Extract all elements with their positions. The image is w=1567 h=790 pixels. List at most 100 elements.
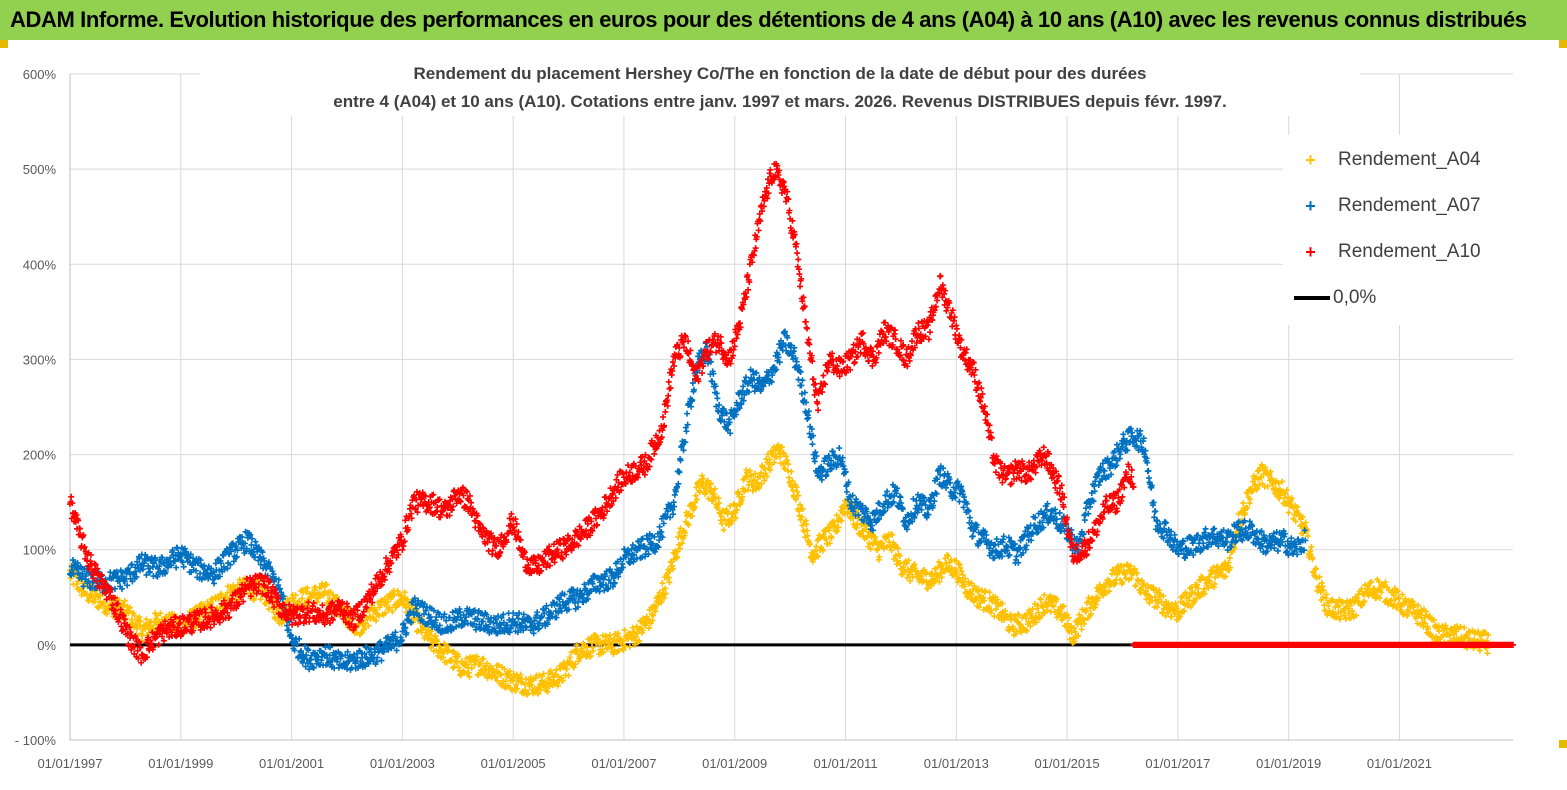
data-point [1075, 632, 1082, 639]
x-axis-ticks: 01/01/1997 01/01/1999 01/01/2001 01/01/2003… [37, 756, 1432, 771]
data-point [1283, 487, 1290, 493]
data-point [570, 664, 577, 671]
title-banner: ADAM Informe. Evolution historique des p… [0, 0, 1567, 40]
data-point [451, 663, 458, 670]
data-point [446, 647, 453, 654]
data-point [136, 555, 143, 562]
data-point [1411, 601, 1418, 608]
data-point [888, 547, 895, 554]
data-point [1186, 593, 1193, 600]
data-point [609, 638, 616, 645]
data-point [988, 607, 995, 614]
data-point [1168, 613, 1175, 620]
data-point [382, 610, 389, 617]
data-point [676, 545, 683, 552]
scatter-chart: 600%500%400%300%200%100%0%- 100% 01/01/1… [15, 67, 1516, 771]
data-point [1181, 608, 1188, 615]
data-point [969, 591, 976, 598]
data-point [1127, 563, 1134, 570]
data-point [935, 559, 942, 566]
data-point [659, 580, 666, 587]
data-point [650, 612, 657, 619]
data-point [373, 617, 380, 624]
data-point [520, 611, 527, 618]
data-point [1064, 620, 1071, 627]
data-point [1015, 611, 1022, 618]
data-point [551, 672, 558, 679]
data-point [689, 513, 696, 520]
data-point [766, 456, 773, 463]
data-point [160, 560, 167, 567]
data-point [945, 552, 952, 559]
data-point [169, 547, 176, 554]
data-point [606, 640, 613, 647]
data-point [1027, 623, 1034, 630]
data-point [81, 543, 88, 550]
data-point [742, 374, 749, 381]
data-point [890, 555, 897, 562]
data-point [750, 476, 757, 483]
data-point [767, 467, 774, 474]
data-point [863, 523, 870, 530]
data-point [798, 513, 805, 520]
data-point [819, 547, 826, 554]
data-point [1249, 487, 1256, 494]
data-point [463, 655, 470, 662]
data-point [1279, 478, 1286, 485]
data-point [823, 472, 830, 479]
data-point [1227, 564, 1234, 571]
data-point [746, 478, 753, 485]
data-point [836, 445, 843, 452]
data-point [1285, 509, 1292, 516]
data-point [797, 516, 804, 523]
data-point [609, 644, 616, 651]
data-point [682, 529, 689, 536]
data-point [502, 678, 509, 685]
data-point [378, 657, 385, 664]
data-point [139, 632, 146, 639]
data-point [656, 589, 663, 596]
data-point [103, 610, 110, 617]
data-point [1476, 647, 1483, 654]
data-point [714, 505, 721, 512]
data-point [148, 618, 155, 625]
data-point [904, 574, 911, 581]
data-point [801, 389, 808, 396]
data-point [1309, 555, 1316, 562]
data-point [1256, 481, 1263, 488]
data-point [1485, 631, 1492, 638]
data-point [434, 638, 441, 645]
data-point [619, 637, 626, 644]
data-point [1414, 620, 1421, 627]
data-point [1299, 513, 1306, 520]
data-point [426, 631, 433, 638]
data-point [132, 568, 139, 575]
data-point [813, 543, 820, 550]
data-point [521, 681, 528, 688]
data-point [577, 654, 584, 661]
data-point [501, 666, 508, 673]
x-tick-label: 01/01/2021 [1367, 756, 1432, 771]
data-point [1177, 613, 1184, 620]
data-point [838, 517, 845, 524]
data-point [468, 665, 475, 672]
data-point [653, 602, 660, 609]
data-point [1240, 500, 1247, 507]
data-point [263, 600, 270, 607]
x-tick-label: 01/01/1999 [148, 756, 213, 771]
data-point [1162, 519, 1169, 526]
data-point [938, 574, 945, 581]
data-point [771, 459, 778, 466]
data-point [1275, 480, 1282, 487]
data-point [584, 644, 591, 651]
data-point [639, 627, 646, 634]
data-point [1394, 588, 1401, 595]
data-point [1442, 622, 1449, 629]
data-point [1041, 591, 1048, 598]
data-point [1358, 585, 1365, 592]
data-point [834, 528, 841, 535]
data-point [1212, 574, 1219, 581]
data-point [969, 533, 976, 540]
data-point [1254, 485, 1261, 492]
data-point [1335, 603, 1342, 610]
